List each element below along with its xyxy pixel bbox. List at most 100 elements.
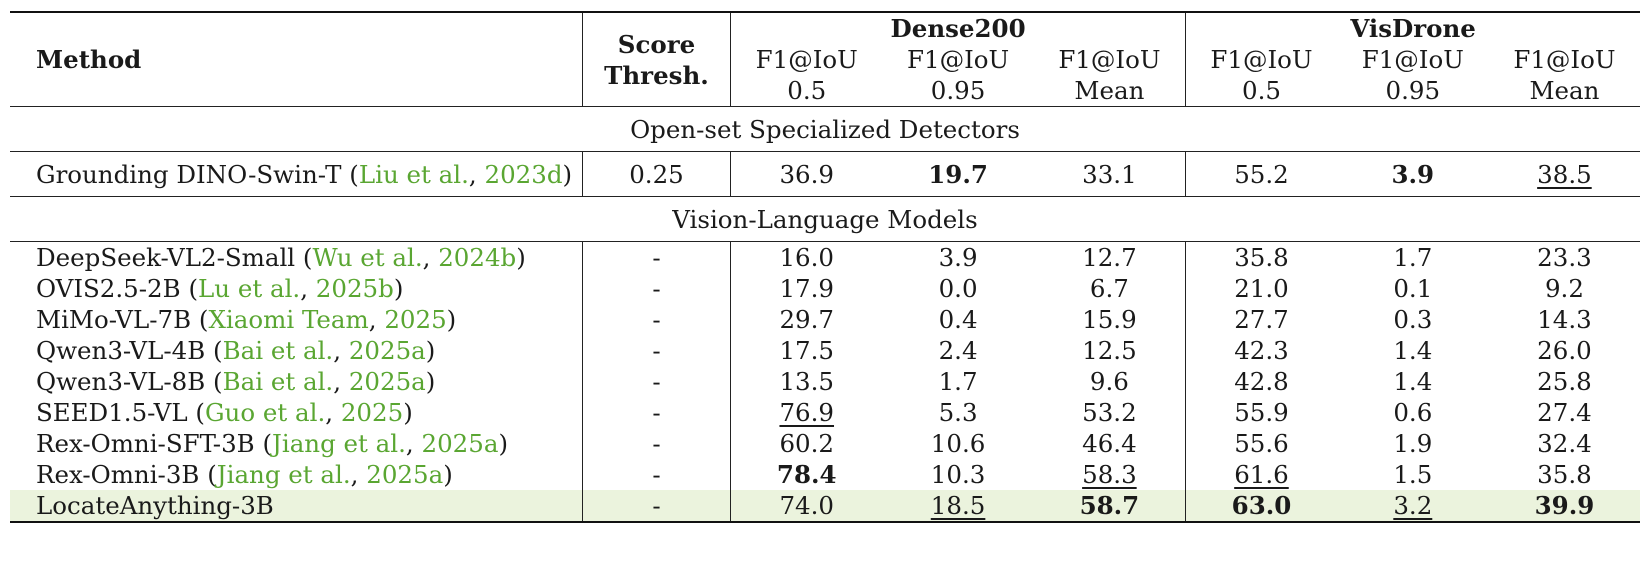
citation-year-link[interactable]: 2025a bbox=[348, 336, 426, 365]
value-cell: 10.3 bbox=[883, 459, 1034, 490]
metric-value: 12.7 bbox=[1082, 243, 1137, 272]
metric-value: 27.7 bbox=[1234, 305, 1289, 334]
citation-author-link[interactable]: Bai et al. bbox=[222, 336, 334, 365]
value-cell: 25.8 bbox=[1489, 366, 1640, 397]
citation-year-link[interactable]: 2025a bbox=[421, 429, 499, 458]
citation-year-link[interactable]: 2025b bbox=[315, 274, 394, 303]
citation-year-link[interactable]: 2025 bbox=[340, 398, 404, 427]
citation-author-link[interactable]: Jiang et al. bbox=[272, 429, 406, 458]
method-cell: OVIS2.5-2B (Lu et al., 2025b) bbox=[36, 274, 404, 303]
value-cell: 58.3 bbox=[1034, 459, 1186, 490]
value-cell: 63.0 bbox=[1185, 490, 1337, 523]
method-name: Qwen3-VL-4B bbox=[36, 336, 206, 365]
metric-header-iou: Mean bbox=[1529, 76, 1600, 105]
table-row: DeepSeek-VL2-Small (Wu et al., 2024b) - 16… bbox=[10, 241, 1640, 274]
metric-value: 23.3 bbox=[1537, 243, 1592, 272]
value-cell: 23.3 bbox=[1489, 242, 1640, 274]
score-thresh-cell: - bbox=[582, 428, 731, 459]
value-cell: 12.7 bbox=[1034, 242, 1186, 274]
value-cell: 1.4 bbox=[1337, 366, 1489, 397]
metric-header-f1: F1@IoU bbox=[906, 45, 1010, 74]
metric-value: 21.0 bbox=[1234, 274, 1289, 303]
value-cell: 55.6 bbox=[1185, 428, 1337, 459]
metric-value: 14.3 bbox=[1537, 305, 1592, 334]
metric-header-f1: F1@IoU bbox=[729, 44, 883, 75]
metric-value: 13.5 bbox=[779, 367, 835, 396]
value-cell: 38.5 bbox=[1489, 152, 1640, 197]
metric-value: 3.2 bbox=[1393, 491, 1433, 520]
metric-value: 58.3 bbox=[1082, 460, 1137, 489]
value-cell: 0.6 bbox=[1337, 397, 1489, 428]
metric-value: 26.0 bbox=[1537, 336, 1592, 365]
citation-year-link[interactable]: 2024b bbox=[438, 243, 517, 272]
metric-value: 0.4 bbox=[938, 305, 978, 334]
metric-value: 1.7 bbox=[1393, 243, 1433, 272]
value-cell: 53.2 bbox=[1034, 397, 1186, 428]
citation-author-link[interactable]: Jiang et al. bbox=[216, 460, 351, 489]
metric-header-iou: 0.95 bbox=[930, 76, 986, 105]
citation-author-link[interactable]: Xiaomi Team bbox=[208, 305, 369, 334]
method-cell: LocateAnything-3B bbox=[10, 490, 583, 523]
metric-header-iou: 0.5 bbox=[1185, 75, 1337, 107]
metric-value: 58.7 bbox=[1079, 491, 1140, 520]
metric-value: 55.2 bbox=[1234, 159, 1289, 189]
value-cell: 12.5 bbox=[1034, 335, 1186, 366]
value-cell: 55.2 bbox=[1185, 151, 1337, 197]
method-cell: Grounding DINO-Swin-T (Liu et al., 2023d… bbox=[36, 159, 573, 189]
metric-value: 1.4 bbox=[1393, 336, 1433, 365]
method-cell: MiMo-VL-7B (Xiaomi Team, 2025) bbox=[36, 305, 457, 334]
table-row: MiMo-VL-7B (Xiaomi Team, 2025) - 29.7 0.4 15… bbox=[10, 304, 1640, 335]
method-cell: Qwen3-VL-8B (Bai et al., 2025a) bbox=[36, 367, 436, 396]
citation-year-link[interactable]: 2023d bbox=[484, 159, 563, 189]
value-cell: 46.4 bbox=[1034, 428, 1186, 459]
value-cell: 16.0 bbox=[729, 241, 883, 273]
citation-author-link[interactable]: Guo et al. bbox=[204, 398, 326, 427]
metric-value: 1.9 bbox=[1393, 429, 1433, 458]
score-thresh-cell: - bbox=[582, 397, 731, 428]
value-cell: 32.4 bbox=[1489, 428, 1640, 459]
value-cell: 0.0 bbox=[883, 273, 1034, 304]
metric-value: 55.9 bbox=[1234, 398, 1289, 427]
value-cell: 60.2 bbox=[729, 428, 883, 459]
metric-value: 1.5 bbox=[1393, 460, 1433, 489]
method-name: LocateAnything-3B bbox=[36, 491, 274, 520]
citation-year-link[interactable]: 2025a bbox=[348, 367, 426, 396]
value-cell: 15.9 bbox=[1034, 304, 1186, 335]
method-header: Method bbox=[10, 11, 583, 107]
metric-value: 36.9 bbox=[779, 159, 835, 189]
value-cell: 1.7 bbox=[1337, 242, 1489, 274]
value-cell: 3.9 bbox=[1337, 152, 1489, 197]
value-cell: 1.5 bbox=[1337, 459, 1489, 490]
citation-year-link[interactable]: 2025 bbox=[384, 305, 447, 334]
citation-year-link[interactable]: 2025a bbox=[366, 460, 444, 489]
table-row: OVIS2.5-2B (Lu et al., 2025b) - 17.9 0.0 6.7… bbox=[10, 273, 1640, 304]
metric-value: 25.8 bbox=[1537, 367, 1592, 396]
metric-value: 6.7 bbox=[1089, 274, 1129, 303]
metric-value: 0.1 bbox=[1393, 274, 1433, 303]
metric-value: 1.7 bbox=[938, 367, 978, 396]
metric-value: 46.4 bbox=[1082, 429, 1137, 458]
value-cell: 78.4 bbox=[729, 459, 883, 490]
metric-value: 12.5 bbox=[1082, 336, 1137, 365]
citation-author-link[interactable]: Lu et al. bbox=[198, 274, 301, 303]
metric-value: 39.9 bbox=[1534, 491, 1595, 520]
value-cell: 9.6 bbox=[1034, 366, 1186, 397]
metric-value: 5.3 bbox=[938, 398, 978, 427]
citation-author-link[interactable]: Bai et al. bbox=[222, 367, 334, 396]
value-cell: 42.8 bbox=[1185, 366, 1337, 397]
value-cell: 17.5 bbox=[729, 335, 883, 366]
metric-value: 35.8 bbox=[1234, 243, 1289, 272]
citation-author-link[interactable]: Liu et al. bbox=[358, 159, 469, 189]
method-name: Grounding DINO-Swin-T bbox=[36, 159, 342, 189]
value-cell: 10.6 bbox=[883, 428, 1034, 459]
metric-value: 78.4 bbox=[776, 460, 837, 489]
metric-header-iou: 0.5 bbox=[729, 75, 883, 107]
metric-value: 42.8 bbox=[1234, 367, 1289, 396]
table-row: Rex-Omni-3B (Jiang et al., 2025a) - 78.4 10… bbox=[10, 459, 1640, 490]
citation-author-link[interactable]: Wu et al. bbox=[312, 243, 423, 272]
value-cell: 35.8 bbox=[1185, 241, 1337, 273]
score-thresh-header: Score Thresh. bbox=[582, 11, 731, 107]
metric-value: 10.3 bbox=[930, 460, 986, 489]
metric-value: 9.2 bbox=[1544, 274, 1584, 303]
metric-value: 33.1 bbox=[1082, 159, 1137, 189]
